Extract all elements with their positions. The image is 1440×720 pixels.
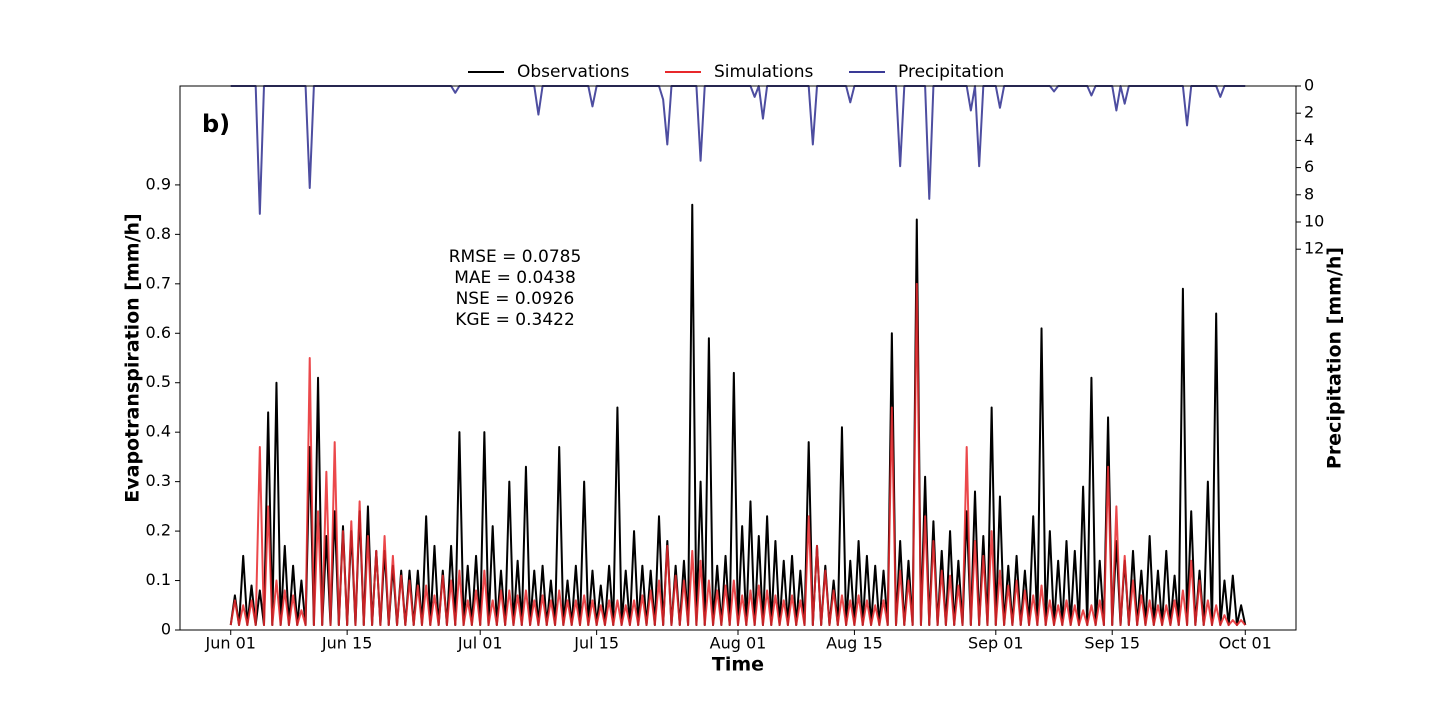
stat-annotation: NSE = 0.0926 [456, 289, 575, 309]
legend-label: Simulations [714, 62, 814, 82]
x-tick-label: Aug 15 [826, 634, 883, 653]
y-tick-label: 0.9 [146, 174, 171, 193]
y2-tick-label: 4 [1304, 130, 1314, 149]
y2-tick-label: 0 [1304, 76, 1314, 95]
y2-axis-label: Precipitation [mm/h] [1324, 247, 1346, 469]
y-tick-label: 0.2 [146, 521, 171, 540]
x-tick-label: Aug 01 [710, 634, 767, 653]
plot-frame [179, 85, 1297, 631]
stat-annotation: RMSE = 0.0785 [449, 247, 582, 267]
x-tick-label: Oct 01 [1219, 634, 1272, 653]
x-axis-label: Time [712, 654, 764, 676]
y-tick-label: 0.4 [146, 422, 171, 441]
y-tick-label: 0.1 [146, 570, 171, 589]
y-tick-label: 0 [161, 620, 171, 639]
y2-tick-label: 10 [1304, 212, 1324, 231]
y2-tick-label: 6 [1304, 157, 1314, 176]
series-line [229, 282, 1247, 627]
y-tick-label: 0.6 [146, 323, 171, 342]
stat-annotation: MAE = 0.0438 [454, 268, 576, 288]
x-tick-label: Jun 01 [205, 634, 256, 653]
y-tick-label: 0.5 [146, 372, 171, 391]
x-tick-label: Sep 01 [968, 634, 1024, 653]
stat-annotation: KGE = 0.3422 [455, 310, 575, 330]
x-tick-label: Jun 15 [321, 634, 372, 653]
y2-tick-label: 8 [1304, 184, 1314, 203]
panel-label: b) [202, 110, 230, 138]
series-line [230, 85, 1246, 215]
y-tick-label: 0.8 [146, 224, 171, 243]
legend-label: Observations [517, 62, 630, 82]
y-axis-label: Evapotranspiration [mm/h] [122, 213, 144, 502]
legend-label: Precipitation [898, 62, 1004, 82]
x-tick-label: Jul 15 [573, 634, 619, 653]
y-tick-label: 0.7 [146, 273, 171, 292]
y2-tick-label: 2 [1304, 103, 1314, 122]
y2-tick-label: 12 [1304, 239, 1324, 258]
x-tick-label: Sep 15 [1084, 634, 1140, 653]
y-tick-label: 0.3 [146, 471, 171, 490]
x-tick-label: Jul 01 [457, 634, 503, 653]
